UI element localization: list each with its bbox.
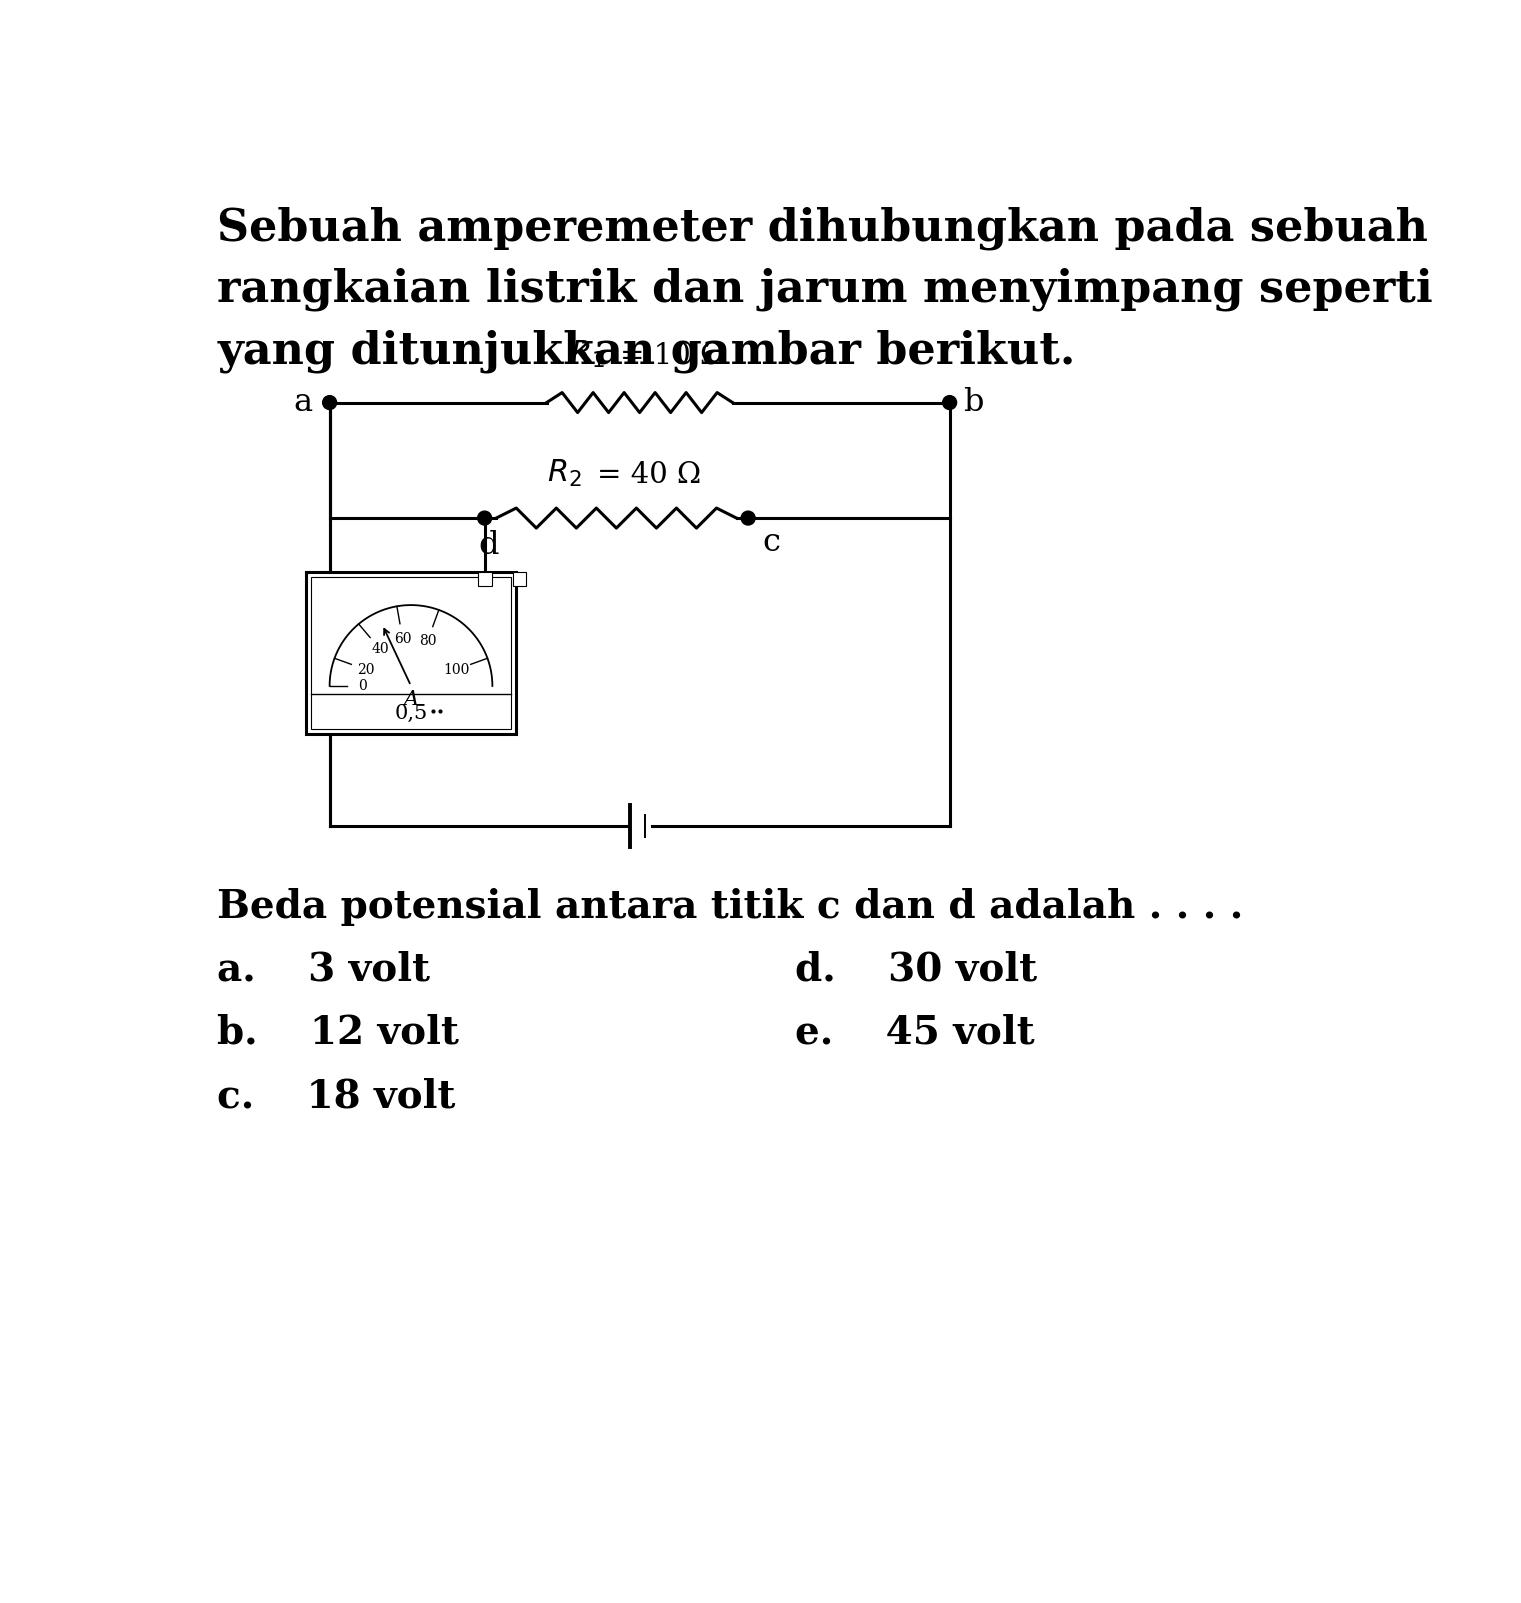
Text: e.  45 volt: e. 45 volt <box>794 1015 1034 1052</box>
Text: 60: 60 <box>394 632 411 646</box>
Text: b.  12 volt: b. 12 volt <box>218 1015 459 1052</box>
Text: rangkaian listrik dan jarum menyimpang seperti: rangkaian listrik dan jarum menyimpang s… <box>218 268 1433 311</box>
Text: yang ditunjukkan gambar berikut.: yang ditunjukkan gambar berikut. <box>218 330 1075 373</box>
Text: a: a <box>294 386 312 418</box>
Text: 100: 100 <box>443 662 470 676</box>
Circle shape <box>741 511 754 526</box>
Text: 40: 40 <box>371 643 389 656</box>
Text: $R_1$: $R_1$ <box>570 340 605 370</box>
Text: d.  30 volt: d. 30 volt <box>794 951 1037 989</box>
Bar <box>513 572 526 585</box>
Text: $R_2$: $R_2$ <box>548 458 581 489</box>
Text: = 40 Ω: = 40 Ω <box>598 460 701 489</box>
Text: a.  3 volt: a. 3 volt <box>218 951 430 989</box>
Text: Beda potensial antara titik c dan d adalah . . . .: Beda potensial antara titik c dan d adal… <box>218 888 1244 925</box>
Bar <box>478 572 491 585</box>
Circle shape <box>478 511 491 526</box>
Text: 0: 0 <box>359 680 368 692</box>
Text: c.  18 volt: c. 18 volt <box>218 1077 456 1116</box>
Text: d: d <box>478 529 499 561</box>
Text: = 10 Ω: = 10 Ω <box>621 341 724 370</box>
Text: 0,5: 0,5 <box>394 704 427 723</box>
Text: b: b <box>963 386 983 418</box>
Circle shape <box>943 396 957 409</box>
Text: 80: 80 <box>418 635 437 648</box>
Text: Sebuah amperemeter dihubungkan pada sebuah: Sebuah amperemeter dihubungkan pada sebu… <box>218 207 1428 250</box>
Text: 20: 20 <box>357 662 374 676</box>
Circle shape <box>322 396 336 409</box>
Text: A: A <box>403 689 418 709</box>
Bar <box>306 572 516 734</box>
Text: c: c <box>762 527 780 558</box>
Bar <box>310 577 511 729</box>
